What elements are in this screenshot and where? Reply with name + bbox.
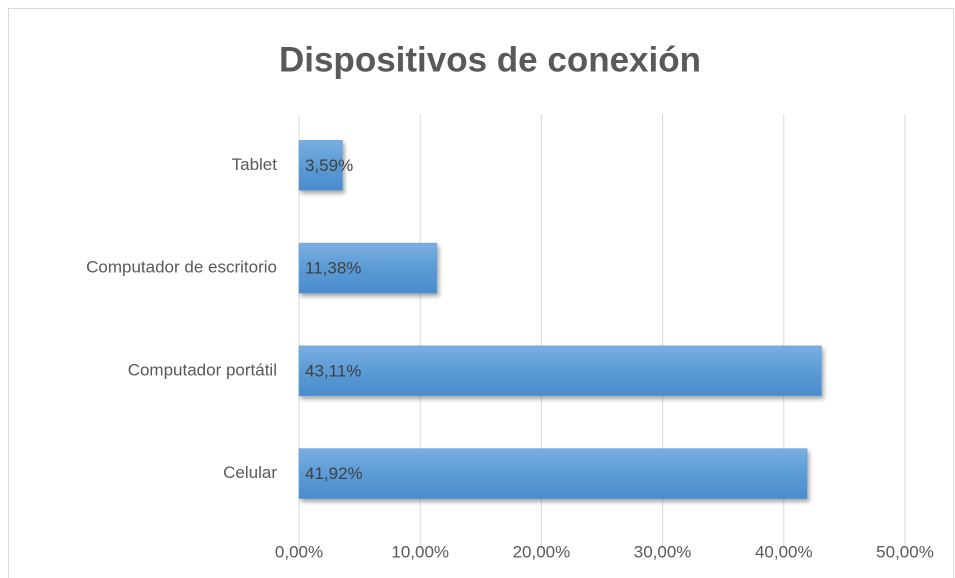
y-tick-label: Computador de escritorio — [86, 258, 277, 277]
bar — [298, 345, 822, 397]
x-tick-label: 40,00% — [755, 542, 813, 561]
data-label: 11,38% — [305, 259, 361, 278]
x-tick-label: 10,00% — [391, 542, 449, 561]
x-tick-label: 20,00% — [513, 542, 571, 561]
data-label: 3,59% — [305, 156, 353, 175]
x-tick-label: 50,00% — [876, 542, 934, 561]
bar — [298, 140, 343, 191]
bar — [298, 448, 808, 499]
y-tick-label: Celular — [223, 463, 277, 482]
chart-title: Dispositivos de conexión — [279, 40, 701, 79]
y-tick-label: Computador portátil — [128, 360, 277, 379]
y-tick-label: Tablet — [232, 155, 278, 174]
bar — [298, 242, 438, 294]
x-tick-label: 0,00% — [275, 542, 323, 561]
data-label: 41,92% — [305, 464, 363, 483]
x-tick-label: 30,00% — [634, 542, 692, 561]
data-label: 43,11% — [305, 361, 361, 380]
